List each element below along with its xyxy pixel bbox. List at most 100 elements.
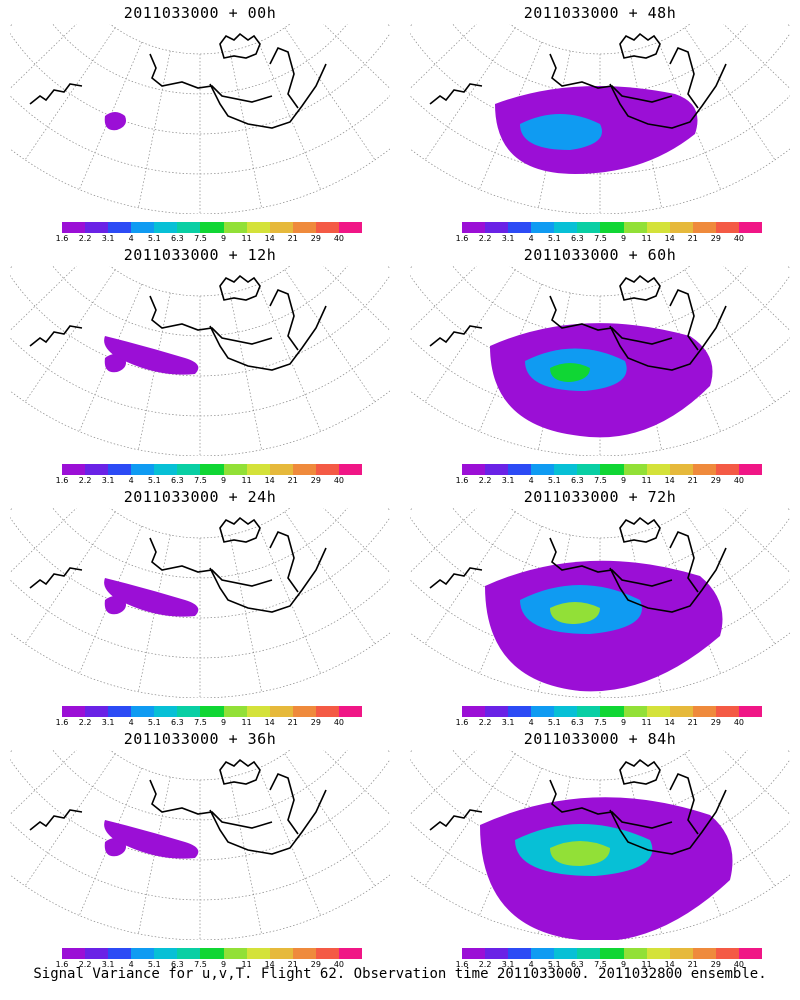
coastline (619, 516, 661, 543)
colorbar-label: 11 (241, 234, 252, 243)
colorbar-labels: 1.6 2.2 3.1 4 5.1 6.3 7.5 9 11 14 21 29 40 (456, 718, 762, 728)
coastline (219, 758, 261, 785)
colorbar-label: 29 (310, 476, 321, 485)
colorbar-label: 29 (310, 234, 321, 243)
colorbar-label: 6.3 (571, 234, 584, 243)
meridian-line (478, 768, 542, 916)
meridian-line (24, 27, 116, 161)
coastline (429, 809, 483, 831)
colorbar-label: 9 (620, 476, 627, 485)
colorbar-label: 3.1 (501, 960, 515, 969)
colorbar-label: 29 (710, 718, 721, 727)
colorbar (62, 222, 363, 233)
latitude-line (109, 24, 291, 55)
colorbar-swatch (246, 948, 270, 959)
meridian-line (323, 750, 390, 816)
panel-title: 2011033000 + 72h (523, 488, 677, 506)
colorbar-swatch (738, 948, 763, 959)
colorbar-label: 2.2 (78, 234, 92, 243)
colorbar-swatch (715, 706, 739, 717)
colorbar-label: 7.5 (194, 960, 207, 969)
colorbar-swatch (246, 222, 270, 233)
meridian-line (138, 776, 171, 934)
coastline (269, 288, 299, 351)
coastline (549, 537, 673, 587)
colorbar-swatch (246, 706, 270, 717)
map-panel: 2011033000 + 12h 1.6 2.2 3.1 4 5.1 6.3 7.5 9 11 14… (0, 242, 400, 486)
colorbar-swatch (315, 948, 339, 959)
colorbar (62, 464, 363, 475)
latitude-line (452, 266, 748, 337)
colorbar-label: 29 (710, 476, 721, 485)
colorbar-swatch (715, 464, 739, 475)
polar-map (10, 266, 390, 456)
colorbar (462, 222, 763, 233)
colorbar-swatch (177, 222, 201, 233)
colorbar-label: 11 (641, 718, 652, 727)
colorbar-label: 14 (664, 718, 675, 727)
colorbar-swatch (131, 706, 155, 717)
panel-title: 2011033000 + 00h (123, 4, 277, 22)
colorbar-swatch (338, 948, 363, 959)
meridian-line (24, 511, 116, 645)
colorbar-label: 5.1 (147, 234, 161, 243)
coastline (669, 46, 699, 109)
colorbar-swatch (577, 706, 601, 717)
meridian-line (538, 50, 571, 208)
colorbar-swatch (623, 948, 647, 959)
colorbar-label: 2.2 (78, 718, 92, 727)
colorbar-swatch (462, 706, 486, 717)
variance-region (520, 114, 602, 150)
colorbar-label: 29 (310, 960, 321, 969)
colorbar-swatch (577, 222, 601, 233)
colorbar-swatch (292, 222, 316, 233)
meridian-line (24, 753, 116, 887)
colorbar-swatch (85, 706, 109, 717)
colorbar-label: 11 (641, 476, 652, 485)
colorbar-swatch (177, 706, 201, 717)
colorbar-swatch (623, 464, 647, 475)
colorbar-swatch (692, 222, 716, 233)
colorbar-label: 1.6 (55, 960, 69, 969)
coastline (149, 295, 273, 345)
latitude-line (410, 32, 790, 135)
colorbar-swatch (62, 948, 86, 959)
colorbar-label: 1.6 (455, 718, 469, 727)
meridian-line (684, 511, 776, 645)
colorbar-label: 7.5 (594, 960, 607, 969)
colorbar-swatch (131, 948, 155, 959)
colorbar-label: 9 (220, 960, 227, 969)
colorbar-labels: 1.6 2.2 3.1 4 5.1 6.3 7.5 9 11 14 21 29 40 (56, 960, 362, 970)
meridian-line (684, 27, 776, 161)
colorbar-swatch (623, 222, 647, 233)
polar-map (410, 266, 790, 456)
latitude-line (410, 758, 790, 861)
colorbar-label: 21 (287, 718, 298, 727)
meridian-line (258, 42, 322, 190)
latitude-line (509, 24, 691, 55)
colorbar-label: 40 (733, 234, 745, 243)
latitude-line (109, 508, 291, 539)
colorbar-label: 29 (310, 718, 321, 727)
meridian-line (284, 27, 376, 161)
coastline (609, 63, 727, 129)
coastline (219, 274, 261, 301)
coastline (669, 772, 699, 835)
colorbar-swatch (315, 706, 339, 717)
coastline (149, 537, 273, 587)
colorbar-label: 9 (220, 476, 227, 485)
meridian-line (284, 269, 376, 403)
meridian-line (424, 753, 516, 887)
meridian-line (410, 24, 477, 90)
colorbar-label: 29 (710, 234, 721, 243)
colorbar-swatch (554, 464, 578, 475)
colorbar-label: 2.2 (78, 476, 92, 485)
meridian-line (478, 526, 542, 674)
colorbar-label: 3.1 (101, 476, 115, 485)
meridian-line (478, 284, 542, 432)
meridian-line (723, 266, 790, 332)
meridian-line (258, 284, 322, 432)
polar-map (10, 508, 390, 698)
colorbar-labels: 1.6 2.2 3.1 4 5.1 6.3 7.5 9 11 14 21 29 40 (56, 476, 362, 486)
latitude-line (452, 508, 748, 579)
